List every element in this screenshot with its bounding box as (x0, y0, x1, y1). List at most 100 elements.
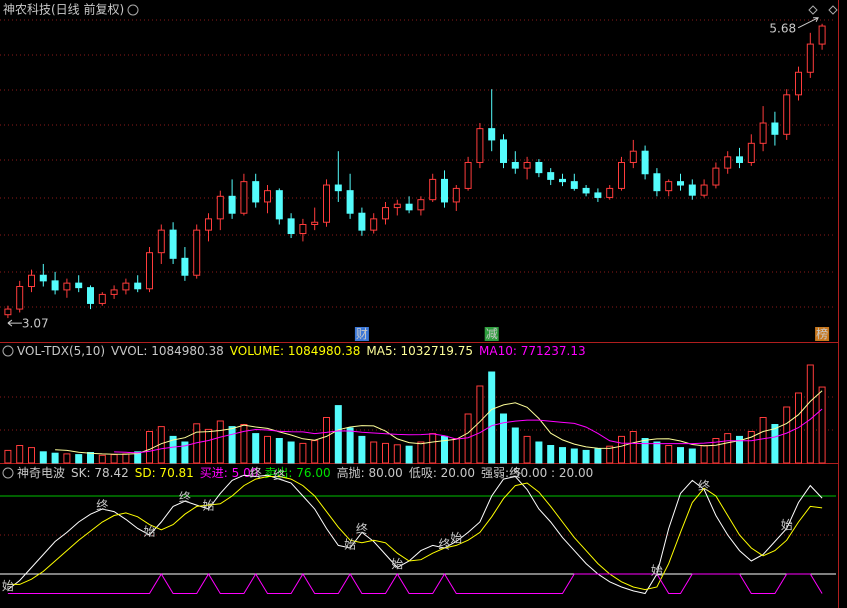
candle-body (795, 71, 802, 96)
candle-body (311, 221, 319, 225)
signal-label: 始 (651, 564, 663, 578)
candle-body (169, 229, 177, 259)
candle-body (629, 150, 637, 163)
signal-label: 始 (2, 579, 14, 593)
volume-bar (358, 435, 366, 464)
candle-body (228, 195, 236, 214)
candle-body (594, 192, 602, 198)
volume-bar (606, 445, 614, 464)
signal-label: 终 (179, 490, 191, 505)
volume-bar (16, 445, 24, 464)
signal-label: 始 (781, 518, 793, 532)
candle-body (771, 122, 779, 135)
volume-bar (63, 453, 71, 464)
candle-body (783, 94, 791, 135)
volume-bar (582, 449, 590, 464)
volume-bar (818, 386, 826, 464)
signal-label: 始 (143, 525, 155, 539)
volume-bar (547, 445, 555, 464)
legend-item: 卖出: 76.00 (264, 466, 330, 480)
volume-bar (4, 449, 12, 464)
legend-item: VOL-TDX(5,10) (17, 344, 105, 358)
candle-body (264, 190, 271, 203)
volume-bar (98, 454, 106, 464)
ma-line (114, 408, 823, 454)
candle-body (157, 229, 165, 254)
signal-label: 终 (698, 478, 710, 493)
volume-bar (441, 435, 448, 464)
candle-body (582, 187, 590, 194)
candle-body (417, 199, 425, 211)
volume-bar (677, 447, 684, 464)
ma-line (55, 390, 823, 455)
volume-bar (747, 431, 755, 464)
candle-body (205, 218, 212, 231)
candle-body (665, 181, 673, 192)
high-label: 5.68 (769, 21, 796, 35)
candle-body (122, 282, 130, 291)
volume-bar (759, 417, 767, 464)
volume-bar (393, 444, 401, 464)
candle-body (382, 207, 389, 220)
volume-bar (181, 441, 189, 464)
candle-body (476, 128, 484, 163)
candle-body (334, 184, 342, 192)
high-arrow (797, 17, 819, 29)
indicator-line (7, 476, 823, 591)
candle-body (535, 161, 543, 174)
volume-bar (452, 438, 460, 464)
event-box (484, 327, 499, 341)
candle-body (275, 190, 283, 220)
volume-bar (500, 413, 507, 464)
volume-bar (28, 447, 35, 464)
volume-bar (252, 433, 260, 464)
candle-body (570, 181, 578, 189)
volume-bar (122, 453, 130, 464)
volume-bar (700, 445, 708, 464)
candle-body (98, 293, 106, 304)
candle-body (452, 187, 460, 203)
volume-bar (712, 438, 720, 464)
panel-legend: VOL-TDX(5,10) VVOL: 1084980.38 VOLUME: 108… (17, 344, 586, 358)
candle-body (500, 139, 507, 163)
candle-body (523, 161, 531, 169)
volume-bar (228, 426, 236, 464)
volume-bar (783, 406, 791, 464)
volume-bar (275, 438, 283, 464)
candle-body (4, 308, 12, 316)
candle-body (688, 184, 696, 196)
volume-bar (618, 435, 625, 464)
volume-bar (405, 445, 413, 464)
candle-body (323, 184, 330, 223)
candle-body (240, 181, 248, 214)
signal-label: 始 (391, 557, 403, 571)
candle-body (370, 218, 378, 231)
legend-item: 强弱: 50.00 : 20.00 (481, 466, 593, 480)
signal-label: 终 (250, 465, 262, 480)
candle-body (216, 195, 224, 220)
legend-item: 低吸: 20.00 (409, 466, 475, 480)
volume-bar (476, 385, 484, 464)
volume-bar (299, 442, 307, 464)
volume-bar (511, 427, 519, 464)
candle-body (464, 161, 472, 189)
signal-label: 终 (356, 521, 368, 536)
candle-body (559, 178, 566, 183)
legend-item: MA10: 771237.13 (479, 344, 586, 358)
candle-body (146, 252, 153, 290)
legend-item: 神奇电波 (17, 466, 65, 480)
volume-bar (806, 364, 814, 464)
legend-item: SD: 70.81 (135, 466, 194, 480)
volume-bar (134, 451, 142, 464)
volume-bar (169, 435, 177, 464)
signal-label: 始 (450, 531, 462, 545)
volume-bar (311, 440, 319, 464)
candle-body (287, 218, 295, 235)
candle-body (346, 190, 354, 214)
volume-bar (641, 438, 649, 464)
low-arrow (7, 319, 22, 327)
low-label: 3.07 (22, 317, 49, 331)
indicator-line (7, 474, 823, 595)
signal-label: 终 (438, 537, 450, 552)
